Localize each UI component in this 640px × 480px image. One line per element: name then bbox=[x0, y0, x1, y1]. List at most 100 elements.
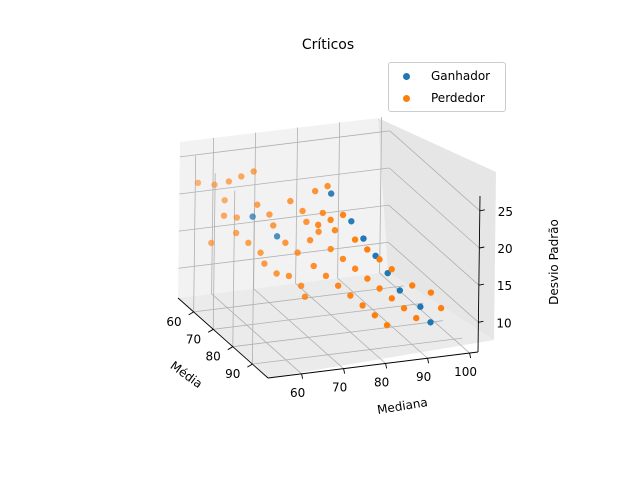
point-perdedor bbox=[339, 211, 347, 219]
point-perdedor bbox=[294, 249, 301, 256]
grid-line-y-wall bbox=[379, 117, 382, 274]
point-perdedor bbox=[364, 275, 371, 282]
z-tick-mark bbox=[478, 283, 484, 286]
grid bbox=[178, 117, 481, 375]
grid-line-z-left bbox=[178, 241, 389, 269]
z-axis-line bbox=[477, 195, 481, 353]
z-tick-mark bbox=[478, 320, 484, 323]
point-perdedor bbox=[245, 239, 252, 247]
grid-line-y-wall bbox=[295, 127, 298, 284]
z-tick-label: 20 bbox=[497, 242, 512, 256]
point-perdedor bbox=[315, 221, 322, 229]
tick-labels: 60 70 80 90 60 70 80 90 100 10 15 20 25 bbox=[166, 205, 513, 400]
grid-line-z-left bbox=[179, 167, 390, 195]
y-tick-label: 90 bbox=[416, 370, 431, 384]
grid-line-z-right bbox=[388, 204, 480, 286]
point-perdedor bbox=[437, 304, 445, 312]
x-axis-label: Média bbox=[168, 359, 205, 392]
point-perdedor bbox=[220, 212, 228, 219]
y-tick-mark bbox=[427, 358, 430, 364]
point-perdedor bbox=[261, 260, 268, 267]
point-perdedor bbox=[238, 173, 245, 180]
y-axis-label: Mediana bbox=[376, 395, 429, 417]
floor-pane bbox=[178, 272, 494, 378]
point-perdedor bbox=[322, 272, 330, 280]
grid-line-y-floor bbox=[379, 272, 470, 354]
grid-line-x-floor bbox=[193, 285, 404, 313]
legend-label-perdedor: Perdedor bbox=[431, 91, 485, 105]
point-perdedor bbox=[299, 207, 306, 215]
point-perdedor bbox=[371, 312, 379, 319]
y-tick-label: 70 bbox=[332, 381, 347, 395]
point-perdedor bbox=[376, 285, 383, 292]
grid-line-z-right bbox=[389, 167, 480, 249]
grid-line-y-floor bbox=[337, 277, 428, 359]
y-tick-mark bbox=[301, 373, 304, 379]
point-perdedor bbox=[225, 178, 233, 185]
point-ganhador bbox=[417, 303, 424, 310]
legend-marker-ganhador bbox=[403, 73, 410, 80]
point-perdedor bbox=[194, 179, 202, 187]
point-perdedor bbox=[327, 216, 334, 224]
x-tick-label: 80 bbox=[206, 350, 221, 364]
grid-line-y-wall bbox=[211, 137, 214, 294]
point-ganhador bbox=[396, 287, 404, 294]
x-tick-label: 90 bbox=[225, 367, 240, 381]
point-ganhador bbox=[327, 190, 335, 197]
y-tick-label: 80 bbox=[374, 375, 389, 389]
point-perdedor bbox=[232, 229, 240, 237]
grid-line-y-floor bbox=[253, 288, 344, 369]
point-perdedor bbox=[285, 272, 293, 280]
point-perdedor bbox=[208, 239, 215, 247]
y-tick-mark bbox=[385, 363, 388, 369]
x-tick-mark bbox=[188, 311, 194, 316]
grid-line-y-wall bbox=[337, 122, 340, 279]
point-ganhador bbox=[360, 235, 367, 242]
z-tick-mark bbox=[479, 246, 485, 249]
y-axis-line bbox=[267, 351, 479, 379]
point-ganhador bbox=[384, 269, 391, 277]
x-tick-mark bbox=[247, 363, 253, 368]
point-perdedor bbox=[250, 168, 257, 175]
grid-line-y-floor bbox=[211, 293, 302, 375]
point-perdedor bbox=[388, 295, 396, 302]
point-perdedor bbox=[327, 245, 334, 253]
z-tick-mark bbox=[479, 209, 485, 212]
y-tick-mark bbox=[469, 352, 472, 359]
point-perdedor bbox=[282, 239, 289, 246]
point-perdedor bbox=[310, 262, 317, 270]
y-tick-label: 60 bbox=[290, 386, 305, 400]
point-perdedor bbox=[270, 222, 277, 229]
point-perdedor bbox=[211, 181, 218, 188]
x-tick-mark bbox=[227, 346, 234, 351]
point-perdedor bbox=[297, 282, 305, 290]
grid-line-x-wall bbox=[212, 173, 216, 330]
point-perdedor bbox=[347, 292, 354, 299]
point-perdedor bbox=[311, 187, 319, 195]
point-perdedor bbox=[257, 249, 264, 256]
point-perdedor bbox=[306, 236, 314, 244]
grid-line-y-wall bbox=[253, 132, 256, 289]
point-perdedor bbox=[334, 282, 342, 289]
back-pane-left bbox=[178, 118, 388, 298]
point-perdedor bbox=[383, 321, 391, 329]
z-tick-label: 25 bbox=[498, 205, 513, 219]
point-perdedor bbox=[287, 197, 294, 205]
point-perdedor bbox=[351, 265, 359, 272]
point-ganhador bbox=[273, 233, 281, 240]
point-perdedor bbox=[324, 182, 331, 190]
grid-line-x-floor bbox=[252, 337, 463, 365]
legend-marker-perdedor bbox=[403, 95, 410, 102]
x-tick-label: 60 bbox=[166, 315, 181, 329]
point-perdedor bbox=[339, 255, 347, 263]
z-tick-label: 15 bbox=[497, 279, 512, 293]
point-ganhador bbox=[427, 319, 434, 326]
grid-line-x-floor bbox=[232, 320, 443, 348]
grid-line-z-left bbox=[178, 204, 389, 232]
point-perdedor bbox=[319, 209, 326, 217]
grid-line-x-floor bbox=[213, 302, 424, 330]
point-perdedor bbox=[427, 289, 435, 296]
point-perdedor bbox=[409, 282, 416, 289]
x-tick-mark bbox=[207, 328, 214, 333]
